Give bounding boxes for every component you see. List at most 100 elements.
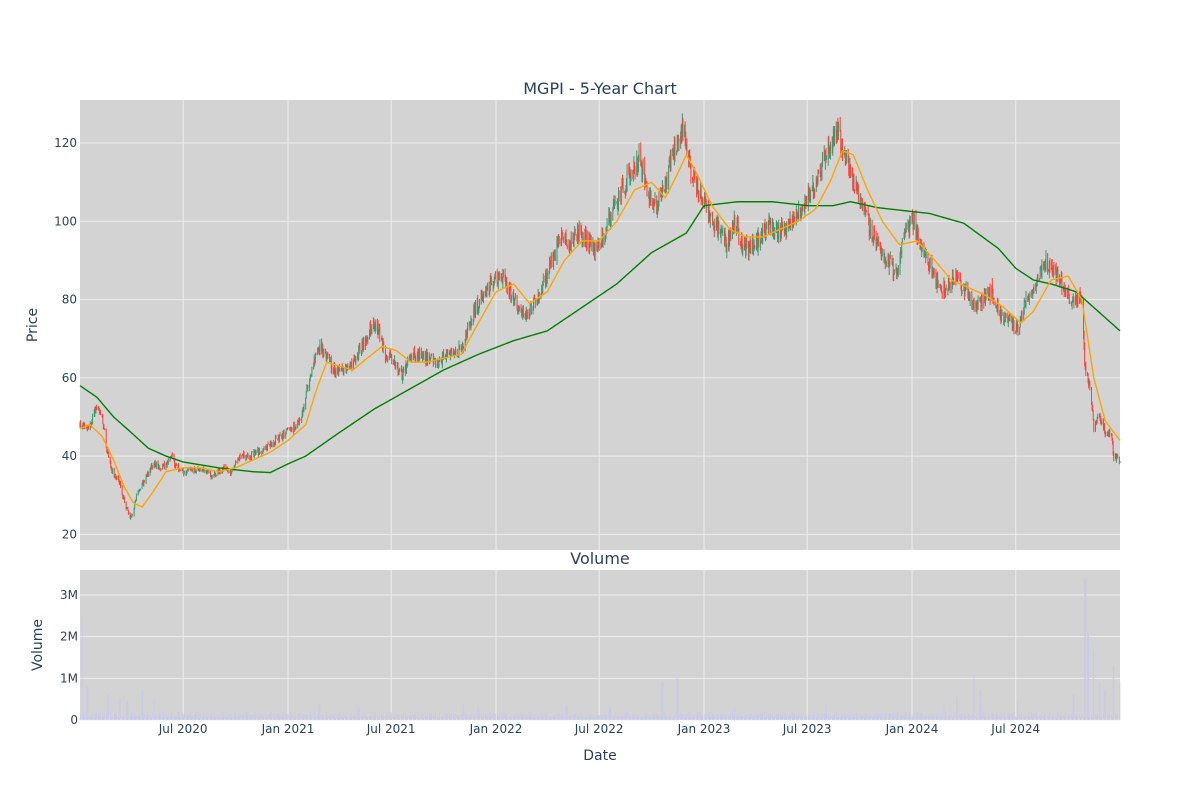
volume-bar xyxy=(965,715,967,720)
candle-decreasing-body xyxy=(225,466,227,468)
candle-decreasing-body xyxy=(869,232,871,236)
candle-increasing-body xyxy=(142,482,144,484)
volume-bar xyxy=(780,714,781,720)
volume-bar xyxy=(500,716,502,720)
candle-decreasing-body xyxy=(580,225,582,230)
candle-decreasing-body xyxy=(764,224,766,234)
candle-increasing-body xyxy=(476,300,478,314)
volume-bar xyxy=(769,716,770,720)
volume-bar xyxy=(852,716,854,720)
candle-decreasing-body xyxy=(471,320,472,323)
volume-bar xyxy=(389,715,391,720)
candle-decreasing-body xyxy=(690,163,691,166)
volume-bar xyxy=(701,717,703,720)
candle-increasing-body xyxy=(189,468,191,470)
volume-bar xyxy=(406,715,407,720)
volume-bar xyxy=(162,717,163,720)
candle-increasing-body xyxy=(342,367,344,369)
volume-bar xyxy=(366,716,368,720)
candle-increasing-body xyxy=(937,285,939,287)
candle-increasing-body xyxy=(285,434,287,436)
volume-bar xyxy=(435,712,436,720)
volume-bar xyxy=(459,715,460,720)
candle-increasing-body xyxy=(309,376,311,379)
volume-bar xyxy=(277,713,279,720)
candle-increasing-body xyxy=(1040,266,1042,269)
candle-increasing-body xyxy=(805,196,806,201)
candle-increasing-body xyxy=(630,172,632,179)
candle-decreasing-body xyxy=(370,324,371,335)
candle-increasing-body xyxy=(605,230,607,239)
candle-decreasing-body xyxy=(523,305,524,318)
candle-increasing-body xyxy=(614,203,615,207)
candle-increasing-body xyxy=(474,306,476,315)
candle-decreasing-body xyxy=(1083,334,1085,347)
candle-decreasing-body xyxy=(1075,296,1077,301)
volume-bar xyxy=(645,713,647,720)
volume-bar xyxy=(110,711,112,720)
candle-increasing-body xyxy=(895,267,897,271)
candle-decreasing-body xyxy=(713,225,715,228)
candle-increasing-body xyxy=(729,232,731,235)
candle-increasing-body xyxy=(418,349,420,359)
candle-decreasing-body xyxy=(670,155,671,168)
volume-bar xyxy=(997,715,999,720)
volume-bar xyxy=(481,712,483,720)
candle-increasing-body xyxy=(762,226,764,244)
volume-bar xyxy=(179,715,181,720)
volume-bar xyxy=(834,713,835,720)
candle-increasing-body xyxy=(889,258,891,264)
volume-bar xyxy=(774,715,776,720)
volume-bar xyxy=(130,713,132,720)
candle-decreasing-body xyxy=(386,361,388,363)
volume-bar xyxy=(254,711,256,720)
volume-bar xyxy=(665,715,667,720)
volume-bar xyxy=(594,717,595,720)
volume-bar xyxy=(697,711,699,720)
candle-decreasing-body xyxy=(1011,319,1013,329)
volume-bar xyxy=(924,714,925,720)
volume-bar xyxy=(397,713,398,720)
volume-bar xyxy=(896,713,898,720)
candle-increasing-body xyxy=(138,491,140,492)
volume-bar xyxy=(445,713,447,720)
candle-decreasing-body xyxy=(927,253,929,265)
volume-bar xyxy=(107,695,109,720)
volume-bar xyxy=(233,715,235,720)
candle-increasing-body xyxy=(464,338,466,352)
candle-increasing-body xyxy=(616,201,618,203)
candle-increasing-body xyxy=(460,347,462,350)
volume-bar xyxy=(389,712,390,720)
volume-bar xyxy=(745,714,747,720)
volume-bar xyxy=(653,713,655,720)
volume-bar xyxy=(1007,716,1009,720)
volume-bar xyxy=(405,712,407,720)
candle-increasing-body xyxy=(502,272,504,285)
candle-increasing-body xyxy=(134,502,136,509)
candle-increasing-body xyxy=(436,360,438,368)
candle-increasing-body xyxy=(977,298,979,308)
candle-decreasing-body xyxy=(768,220,769,231)
candle-increasing-body xyxy=(913,213,915,224)
volume-bar xyxy=(957,714,959,720)
candle-decreasing-body xyxy=(1071,301,1072,305)
volume-bar xyxy=(269,713,271,720)
candle-decreasing-body xyxy=(856,181,858,189)
volume-bar xyxy=(680,714,682,720)
volume-bar xyxy=(569,714,570,720)
volume-bar xyxy=(1044,713,1046,720)
volume-bar xyxy=(889,712,891,720)
volume-bar xyxy=(901,715,903,720)
candle-increasing-body xyxy=(301,417,302,420)
candle-decreasing-body xyxy=(1041,266,1042,275)
candle-increasing-body xyxy=(953,280,954,284)
volume-bar xyxy=(888,717,889,720)
candle-increasing-body xyxy=(529,305,531,316)
volume-bar xyxy=(760,712,762,720)
candle-decreasing-body xyxy=(837,120,839,136)
volume-bar xyxy=(432,713,434,720)
candle-increasing-body xyxy=(143,480,145,486)
candle-increasing-body xyxy=(582,241,583,243)
volume-bar xyxy=(833,715,834,720)
candle-decreasing-body xyxy=(1092,410,1094,421)
